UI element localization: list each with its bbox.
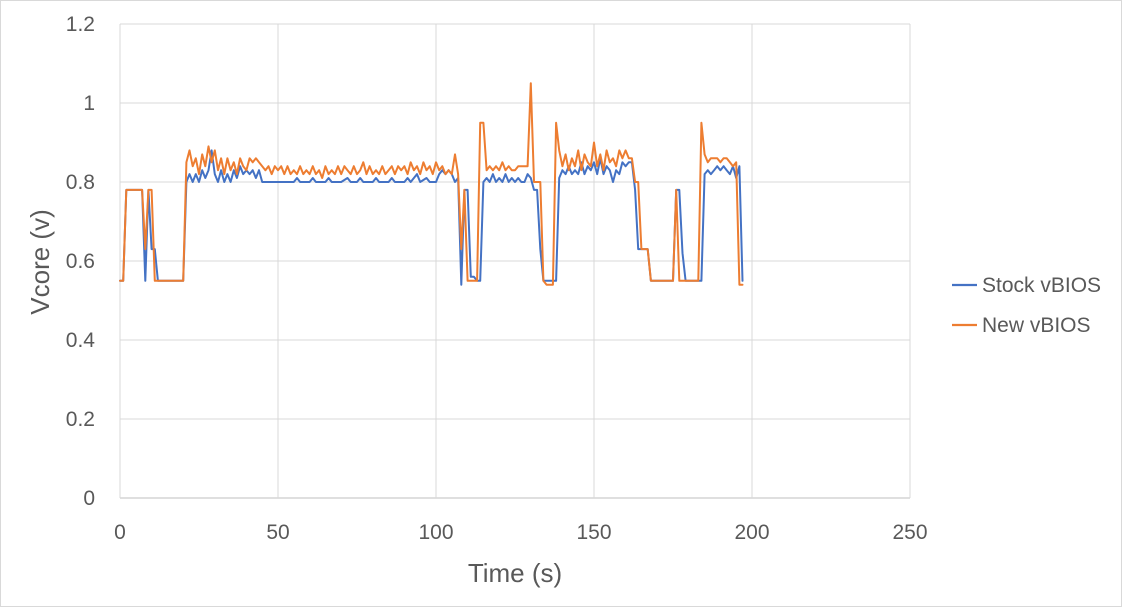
x-tick-label: 250 xyxy=(892,521,927,544)
x-tick-label: 200 xyxy=(734,521,769,544)
tick-labels: 0 0.2 0.4 0.6 0.8 1 1.2 0 50 100 150 200 250 xyxy=(66,13,928,544)
y-tick-label: 0 xyxy=(83,487,95,510)
legend-label-stock-vbios: Stock vBIOS xyxy=(982,274,1101,297)
x-tick-label: 100 xyxy=(418,521,453,544)
x-tick-label: 150 xyxy=(576,521,611,544)
gridlines xyxy=(119,23,911,499)
x-axis-title: Time (s) xyxy=(468,558,562,588)
legend: Stock vBIOS New vBIOS xyxy=(952,274,1101,337)
y-tick-label: 0.8 xyxy=(66,171,95,194)
y-tick-label: 0.4 xyxy=(66,329,96,352)
y-axis-title: Vcore (v) xyxy=(25,209,55,314)
series-layer xyxy=(119,82,744,286)
y-tick-label: 1 xyxy=(83,92,95,115)
series-line-new-vbios xyxy=(119,82,744,286)
y-tick-label: 1.2 xyxy=(66,13,95,36)
legend-label-new-vbios: New vBIOS xyxy=(982,314,1091,337)
x-tick-label: 50 xyxy=(266,521,289,544)
y-tick-label: 0.2 xyxy=(66,408,95,431)
x-tick-label: 0 xyxy=(114,521,126,544)
y-tick-label: 0.6 xyxy=(66,250,95,273)
